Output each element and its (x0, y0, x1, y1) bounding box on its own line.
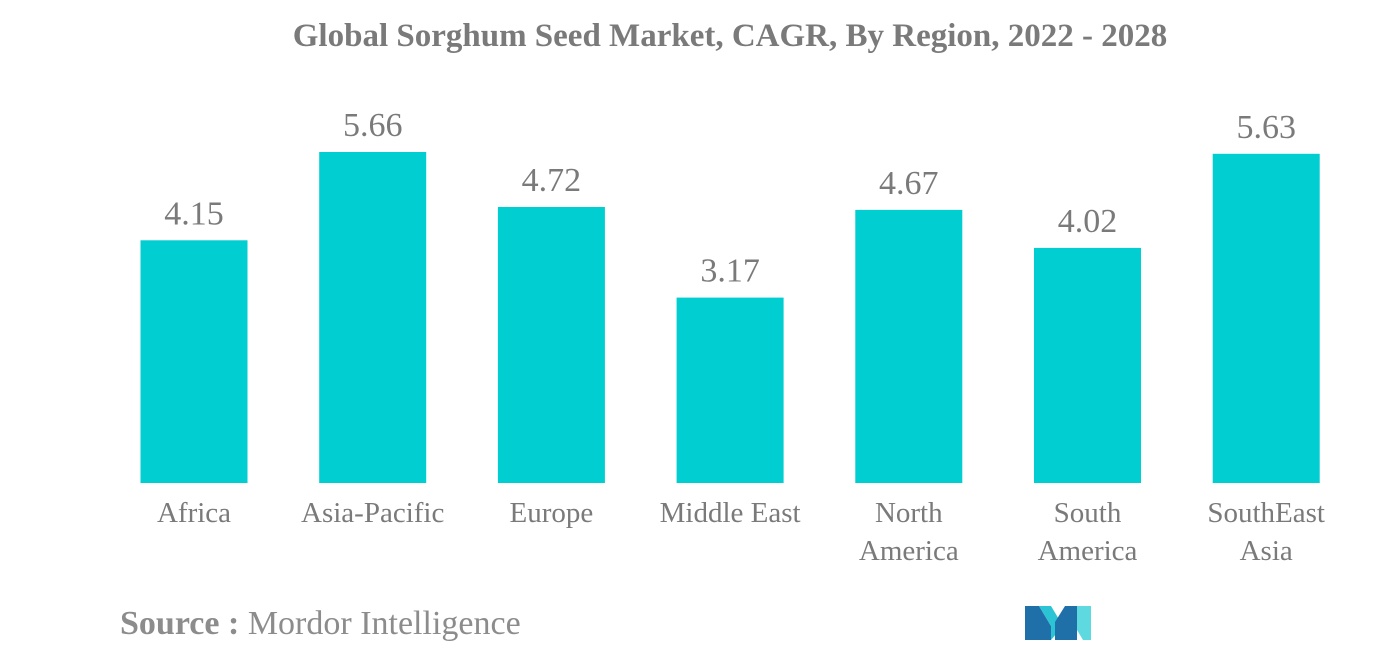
value-label-2: 4.72 (522, 162, 582, 199)
category-label-6-0: SouthEast (1207, 497, 1325, 529)
category-label-5-1: America (1038, 535, 1138, 567)
category-label-4-0: North (875, 497, 943, 529)
bar-0 (140, 240, 248, 483)
bar-4 (855, 209, 963, 483)
value-label-6: 5.63 (1236, 109, 1296, 146)
value-label-0: 4.15 (164, 195, 224, 232)
source-text: Mordor Intelligence (247, 605, 521, 642)
category-label-1-0: Asia-Pacific (301, 497, 444, 529)
value-label-1: 5.66 (343, 107, 403, 144)
value-label-5: 4.02 (1058, 203, 1118, 240)
chart-title: Global Sorghum Seed Market, CAGR, By Reg… (292, 18, 1168, 54)
bar-2 (497, 207, 605, 483)
category-label-5-0: South (1054, 497, 1122, 529)
category-label-6-1: Asia (1240, 535, 1293, 567)
category-label-4-1: America (859, 535, 959, 567)
bar-6 (1212, 153, 1320, 484)
bar-5 (1034, 247, 1141, 483)
bar-3 (676, 297, 784, 483)
value-label-3: 3.17 (700, 253, 760, 290)
source-label: Source : (120, 605, 240, 642)
value-label-4: 4.67 (879, 165, 939, 202)
bar-1 (319, 152, 427, 483)
source-note: Source : Mordor Intelligence (120, 605, 521, 643)
category-label-0-0: Africa (157, 497, 231, 529)
mordor-intelligence-logo-icon (1025, 606, 1091, 640)
category-label-3-0: Middle East (660, 497, 801, 529)
category-label-2-0: Europe (510, 497, 594, 529)
